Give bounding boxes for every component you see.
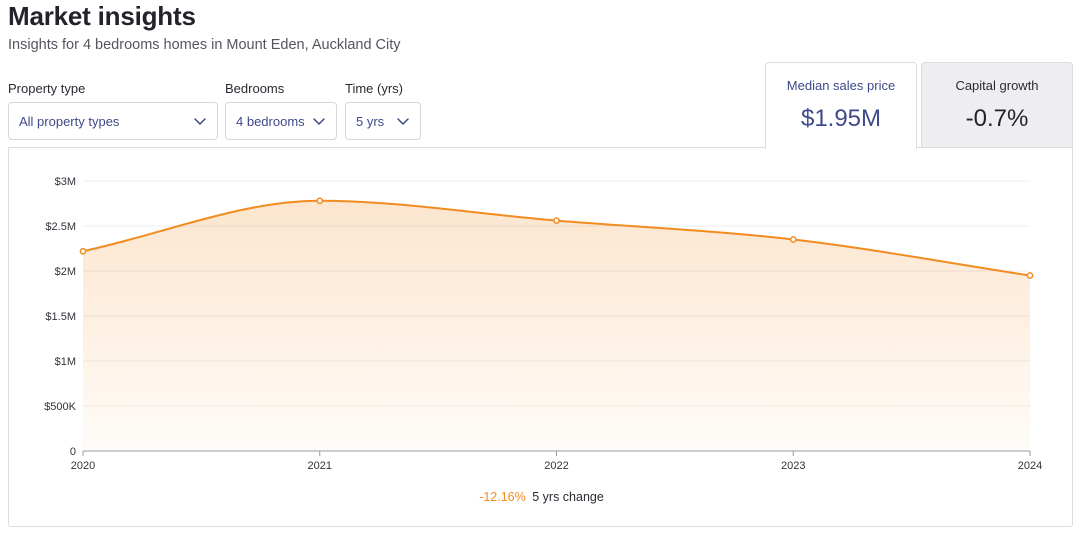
- tab-capital-growth[interactable]: Capital growth -0.7%: [921, 62, 1073, 147]
- time-label: Time (yrs): [345, 81, 404, 96]
- y-tick-label: $2M: [55, 266, 76, 278]
- y-tick-label: 0: [70, 446, 76, 458]
- chart-panel: 0 $500K $1M $1.5M $2M $2.5M $3M 2020 2021 2022 202…: [8, 147, 1073, 527]
- time-value: 5 yrs: [356, 113, 385, 129]
- chevron-down-icon: [312, 114, 326, 128]
- tab-median-sales-price[interactable]: Median sales price $1.95M: [765, 62, 917, 149]
- tab-value: -0.7%: [965, 105, 1029, 132]
- change-percent: -12.16%: [479, 490, 526, 504]
- bedrooms-label: Bedrooms: [225, 81, 285, 96]
- median-price-chart: 0 $500K $1M $1.5M $2M $2.5M $3M 2020 2021 2022 202…: [44, 176, 1042, 472]
- x-tick-label: 2024: [1018, 460, 1042, 472]
- y-tick-label: $1.5M: [45, 311, 76, 323]
- chevron-down-icon: [193, 114, 207, 128]
- data-point: [1026, 272, 1034, 279]
- change-summary: -12.16% 5 yrs change: [9, 490, 1074, 504]
- data-point: [79, 247, 87, 255]
- bedrooms-value: 4 bedrooms: [236, 113, 305, 129]
- time-select[interactable]: 5 yrs: [345, 102, 421, 140]
- property-type-select[interactable]: All property types: [8, 102, 218, 140]
- data-point: [789, 236, 797, 243]
- change-label: 5 yrs change: [532, 490, 604, 504]
- bedrooms-select[interactable]: 4 bedrooms: [225, 102, 337, 140]
- y-tick-label: $500K: [44, 401, 76, 413]
- x-tick-label: 2023: [781, 460, 805, 472]
- y-tick-label: $3M: [55, 176, 76, 188]
- y-tick-label: $1M: [55, 356, 76, 368]
- tab-value: $1.95M: [800, 105, 882, 132]
- data-point: [316, 197, 324, 205]
- chevron-down-icon: [396, 114, 410, 128]
- page-title: Market insights: [8, 1, 196, 31]
- page-subtitle: Insights for 4 bedrooms homes in Mount E…: [8, 37, 401, 53]
- property-type-value: All property types: [19, 113, 120, 129]
- area-fill: [83, 200, 1030, 451]
- y-tick-label: $2.5M: [45, 221, 76, 233]
- x-tick-label: 2020: [71, 460, 95, 472]
- property-type-label: Property type: [8, 81, 86, 96]
- x-tick-label: 2021: [308, 460, 332, 472]
- x-tick-label: 2022: [544, 460, 568, 472]
- data-point: [553, 217, 560, 224]
- tab-label: Capital growth: [955, 78, 1039, 93]
- tab-label: Median sales price: [786, 78, 896, 93]
